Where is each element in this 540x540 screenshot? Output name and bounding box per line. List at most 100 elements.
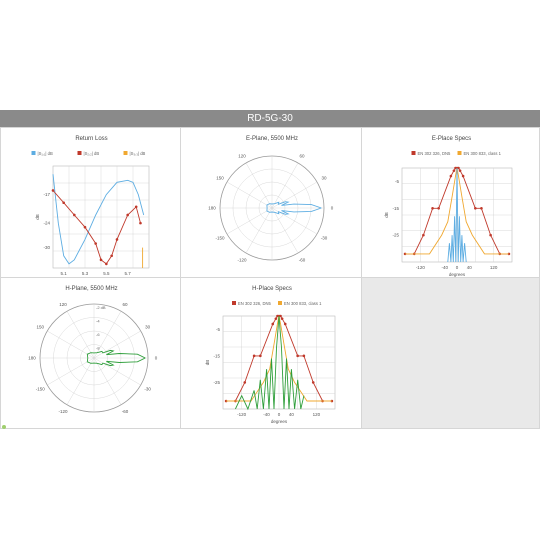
angle-tick-label: 30: [145, 325, 151, 330]
polar-spoke: [47, 357, 95, 386]
chart-title: Return Loss: [75, 136, 107, 142]
polar-spoke: [245, 162, 273, 209]
e-place-specs-chart: E-Place Specs EN 302 326, DN5 EN 300 833, …: [384, 136, 513, 277]
legend-swatch: [31, 151, 36, 155]
x-tick-label: 40: [467, 265, 473, 270]
return-loss-panel: Return Loss |S₁,₁| dB |S₂,₂| dB |S₃,₃| dB 5.…: [0, 127, 181, 279]
data-point: [449, 174, 453, 178]
legend-swatch: [77, 151, 82, 155]
legend-swatch: [411, 151, 416, 155]
data-point: [99, 258, 103, 262]
return-loss-chart: Return Loss |S₁,₁| dB |S₂,₂| dB |S₃,₃| dB 5.…: [31, 136, 150, 279]
x-tick-label: -120: [237, 412, 247, 417]
polar-spoke: [271, 162, 299, 209]
y-tick-label: -24: [43, 221, 50, 226]
angle-tick-label: 60: [122, 302, 128, 307]
h-plane-polar-chart: H-Plane, 5500 MHz 120 60 150 30 180 0 -150 -30 -1…: [28, 286, 158, 414]
series-line: [234, 315, 305, 411]
radiation-pattern: [266, 201, 322, 215]
polar-spoke: [93, 357, 122, 405]
data-point: [115, 238, 119, 241]
legend-entry: |S₃,₃| dB: [130, 151, 146, 156]
series-line: [447, 167, 467, 263]
radial-tick-label: -8: [96, 346, 100, 351]
x-tick-label: 5.3: [82, 271, 89, 276]
angle-tick-label: 30: [321, 176, 327, 181]
h-place-specs-panel: H-Place Specs EN 302 326, DN5 EN 300 833, …: [180, 277, 362, 429]
angle-tick-label: -150: [36, 387, 46, 392]
data-point: [461, 174, 465, 178]
polar-spoke: [271, 207, 299, 254]
data-point: [259, 354, 262, 358]
model-title: RD-5G-30: [247, 113, 293, 124]
angle-tick-label: -60: [299, 257, 306, 262]
angle-tick-label: -30: [321, 236, 328, 241]
data-point: [296, 354, 299, 358]
data-point: [283, 322, 287, 326]
antenna-datasheet: RD-5G-30 Return Loss |S₁,₁| dB |S₂,₂| dB |S…: [0, 110, 540, 429]
data-point: [126, 213, 129, 217]
data-point: [507, 252, 511, 256]
x-tick-label: 5.5: [103, 271, 110, 276]
angle-tick-label: -60: [122, 409, 129, 414]
radial-tick-label: -4: [96, 319, 100, 324]
data-point: [302, 354, 306, 358]
x-tick-label: 0: [456, 265, 459, 270]
polar-spoke: [226, 181, 273, 209]
x-axis-label: degrees: [271, 419, 288, 424]
polar-spoke: [226, 207, 273, 235]
polar-spoke: [245, 207, 273, 254]
x-tick-label: 5.7: [125, 271, 132, 276]
y-tick-label: -15: [392, 206, 399, 211]
data-point: [422, 233, 425, 237]
y-axis-label: dB: [205, 360, 210, 366]
angle-tick-label: 180: [28, 356, 36, 361]
legend-entry: |S₂,₂| dB: [84, 151, 100, 156]
data-point: [489, 233, 492, 237]
y-tick-label: -30: [43, 245, 50, 250]
x-tick-label: 120: [313, 412, 321, 417]
legend-entry: |S₁,₁| dB: [38, 151, 53, 156]
angle-tick-label: -120: [237, 257, 247, 262]
legend-entry: EN 300 833, class 1: [464, 151, 502, 156]
angle-tick-label: 0: [155, 356, 158, 361]
legend-entry: EN 302 326, DN5: [238, 301, 271, 306]
x-tick-label: 5.1: [61, 271, 68, 276]
legend-swatch: [278, 301, 282, 305]
y-tick-label: -17: [43, 192, 50, 197]
data-point: [83, 225, 87, 229]
angle-tick-label: 60: [299, 154, 305, 159]
polar-spoke: [93, 357, 141, 386]
polar-spoke: [93, 330, 141, 359]
data-point: [279, 314, 282, 318]
y-tick-label: -5: [395, 179, 399, 184]
data-point: [480, 206, 483, 210]
legend-entry: EN 300 833, class 1: [284, 301, 322, 306]
angle-tick-label: 180: [208, 206, 216, 211]
series-line: [52, 174, 145, 265]
corner-dot: [2, 425, 6, 429]
x-tick-label: 40: [289, 412, 295, 417]
data-point: [134, 205, 138, 209]
e-plane-polar-chart: E-Plane, 5500 MHz 120 60 150 30 180 0 -150 -30 -1…: [208, 136, 334, 262]
radial-tick-label: -6: [96, 332, 100, 337]
data-point: [139, 221, 142, 225]
h-place-specs-chart: H-Place Specs EN 302 326, DN5 EN 300 833, …: [205, 286, 336, 424]
radial-tick-label: -2 dB: [96, 305, 106, 310]
y-tick-label: -25: [392, 233, 399, 238]
angle-tick-label: 120: [238, 154, 246, 159]
chart-title: E-Plane, 5500 MHz: [246, 136, 298, 142]
data-point: [280, 317, 284, 320]
polar-spoke: [93, 311, 122, 359]
x-tick-label: -120: [416, 265, 426, 270]
polar-spoke: [47, 330, 95, 359]
y-axis-label: dB: [384, 212, 389, 218]
x-axis-label: degrees: [449, 272, 466, 277]
data-point: [73, 213, 76, 217]
angle-tick-label: 150: [216, 176, 224, 181]
legend-swatch: [457, 151, 462, 155]
h-plane-panel: H-Plane, 5500 MHz 120 60 150 30 180 0 -150 -30 -1…: [0, 277, 181, 429]
data-point: [243, 381, 247, 384]
angle-tick-label: 0: [331, 206, 334, 211]
y-tick-label: -15: [213, 353, 220, 358]
